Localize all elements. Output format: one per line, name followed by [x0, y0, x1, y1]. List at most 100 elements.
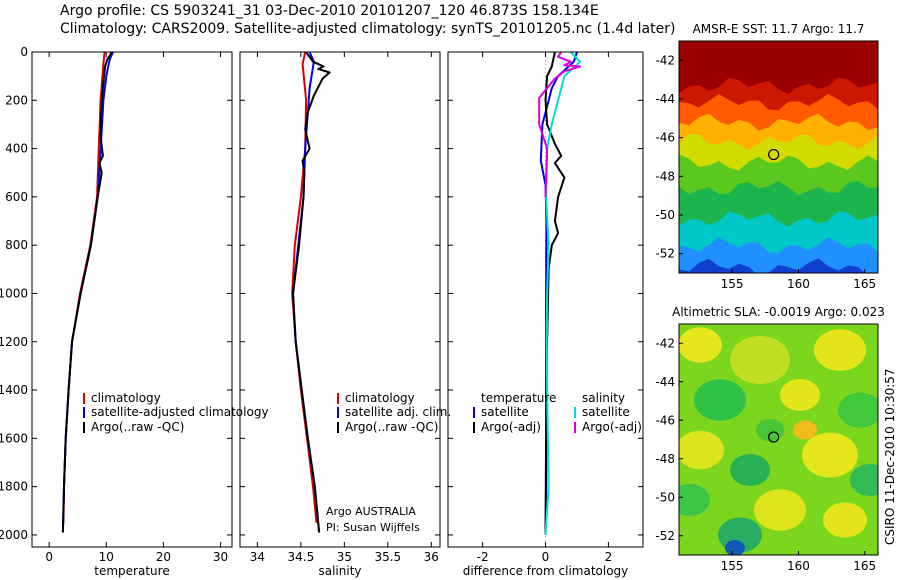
- map-y-tick-label: -46: [655, 413, 675, 427]
- legend-entry-label: Argo(..raw -QC): [91, 420, 184, 434]
- y-tick-label: 1600: [0, 431, 28, 445]
- credit-pi: PI: Susan Wijffels: [326, 521, 420, 534]
- x-tick-label: 2: [605, 550, 613, 564]
- sla-blob: [838, 392, 878, 428]
- map-y-tick-label: -44: [655, 375, 675, 389]
- y-tick-label: 400: [5, 142, 28, 156]
- sla-blob: [756, 418, 784, 442]
- legend-entry-label: temperature: [481, 391, 556, 405]
- legend-entry-label: Argo(-adj): [481, 420, 541, 434]
- sla-blob: [730, 454, 770, 486]
- map-y-tick-label: -52: [655, 247, 675, 261]
- y-tick-label: 2000: [0, 528, 28, 542]
- x-tick-label: 34.5: [288, 550, 315, 564]
- series-line-sal_argo: [538, 51, 582, 197]
- sla-blob: [730, 336, 790, 384]
- x-tick-label: 20: [156, 550, 171, 564]
- y-tick-label: 600: [5, 190, 28, 204]
- sla-blob: [802, 432, 858, 478]
- x-tick-label: 35.5: [374, 550, 401, 564]
- x-tick-label: 30: [213, 550, 228, 564]
- legend-entry-label: climatology: [345, 391, 415, 405]
- figure-title-line-2: Climatology: CARS2009. Satellite-adjuste…: [60, 21, 676, 37]
- map-frame: [678, 323, 879, 556]
- profile-panel-2: 34 34.5 35 35.5 36 salinity: [239, 51, 441, 578]
- map-x-tick-label: 165: [853, 559, 876, 573]
- map-frame: [678, 40, 879, 274]
- sla-blob: [850, 464, 878, 496]
- series-line-argo: [61, 51, 113, 533]
- legend-entry-label: salinity: [582, 391, 625, 405]
- map-title: AMSR-E SST: 11.7 Argo: 11.7: [693, 22, 865, 36]
- y-tick-label: 1000: [0, 286, 28, 300]
- sla-blob: [679, 484, 710, 516]
- y-tick-label: 0: [20, 45, 28, 59]
- map-y-tick-label: -48: [655, 169, 675, 183]
- figure-title-line-1: Argo profile: CS 5903241_31 03-Dec-2010 …: [60, 3, 599, 19]
- sla-blob: [694, 379, 746, 421]
- profile-panel-1: 0 10 20 30 temperature 0 200 400 600 800 1000 1200 1…: [0, 45, 233, 578]
- sst-band: [679, 237, 878, 273]
- sla-blob: [780, 379, 820, 411]
- map-y-tick-label: -42: [655, 53, 675, 67]
- legend-entry-label: climatology: [91, 391, 161, 405]
- legend-entry-label: satellite: [481, 405, 529, 419]
- x-tick-label: 0: [45, 550, 53, 564]
- csiro-timestamp: CSIRO 11-Dec-2010 10:30:57: [883, 368, 897, 545]
- y-tick-label: 800: [5, 238, 28, 252]
- map-y-tick-label: -50: [655, 208, 675, 222]
- map-x-tick-label: 155: [721, 559, 744, 573]
- x-axis-label: temperature: [94, 564, 169, 578]
- series-line-climatology: [62, 51, 106, 523]
- y-tick-label: 1200: [0, 335, 28, 349]
- map-sst: 155 160 165 -42 -44 -46 -48 -50 -52 AMSR-E SST: 1…: [655, 22, 879, 291]
- legend-entry-label: satellite-adjusted climatology: [91, 405, 269, 419]
- series-line-argo: [292, 51, 331, 533]
- map-image: [679, 41, 878, 273]
- map-x-tick-label: 160: [787, 559, 810, 573]
- sla-blob: [814, 329, 866, 371]
- series-line-satellite: [61, 51, 115, 533]
- legend-entry-label: satellite adj. clim.: [345, 405, 451, 419]
- argo-position-marker: [768, 148, 780, 161]
- map-x-tick-label: 160: [787, 277, 810, 291]
- legend-entry-label: Argo(..raw -QC): [345, 420, 438, 434]
- x-tick-label: 36: [424, 550, 439, 564]
- x-tick-label: 35: [337, 550, 352, 564]
- x-tick-label: -2: [477, 550, 489, 564]
- x-tick-label: 10: [99, 550, 114, 564]
- map-title: Altimetric SLA: -0.0019 Argo: 0.023: [672, 305, 885, 319]
- map-image: [679, 324, 878, 555]
- series-line-climatology: [291, 51, 318, 523]
- map-y-tick-label: -42: [655, 336, 675, 350]
- x-axis-label: difference from climatology: [463, 564, 629, 578]
- map-sla: 155 160 165 -42 -44 -46 -48 -50 -52 Altimetric SL…: [655, 305, 885, 573]
- legend-entry-label: Argo(-adj): [582, 420, 642, 434]
- legend-entry-label: satellite: [582, 405, 630, 419]
- series-line-sal_sat: [544, 51, 582, 535]
- legend-difference: temperaturesatelliteArgo(-adj)salinitysa…: [473, 391, 642, 434]
- map-x-tick-label: 165: [853, 277, 876, 291]
- map-y-tick-label: -52: [655, 529, 675, 543]
- map-y-tick-label: -48: [655, 452, 675, 466]
- axes-frame: [31, 51, 233, 548]
- x-axis-label: salinity: [318, 564, 361, 578]
- sla-blob: [725, 540, 745, 555]
- y-tick-label: 1400: [0, 383, 28, 397]
- x-tick-label: 34: [250, 550, 265, 564]
- credit-argo: Argo AUSTRALIA: [326, 505, 416, 518]
- sla-blob: [679, 327, 722, 363]
- map-y-tick-label: -50: [655, 490, 675, 504]
- axes-frame: [239, 51, 441, 548]
- map-y-tick-label: -46: [655, 131, 675, 145]
- sla-blob: [679, 430, 724, 470]
- sla-blob: [754, 489, 806, 531]
- sla-blob: [793, 420, 817, 440]
- y-tick-label: 1800: [0, 480, 28, 494]
- y-tick-label: 200: [5, 93, 28, 107]
- map-x-tick-label: 155: [721, 277, 744, 291]
- x-tick-label: 0: [542, 550, 550, 564]
